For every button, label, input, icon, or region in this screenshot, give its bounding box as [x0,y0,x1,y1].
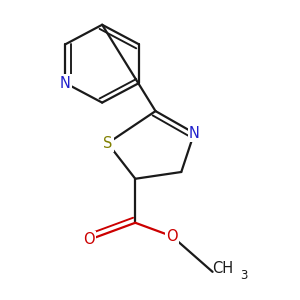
Text: 3: 3 [240,269,247,282]
Text: O: O [83,232,95,247]
Text: N: N [60,76,71,91]
Text: CH: CH [213,261,234,276]
Text: N: N [189,126,200,141]
Text: O: O [166,229,178,244]
Text: S: S [103,136,112,151]
